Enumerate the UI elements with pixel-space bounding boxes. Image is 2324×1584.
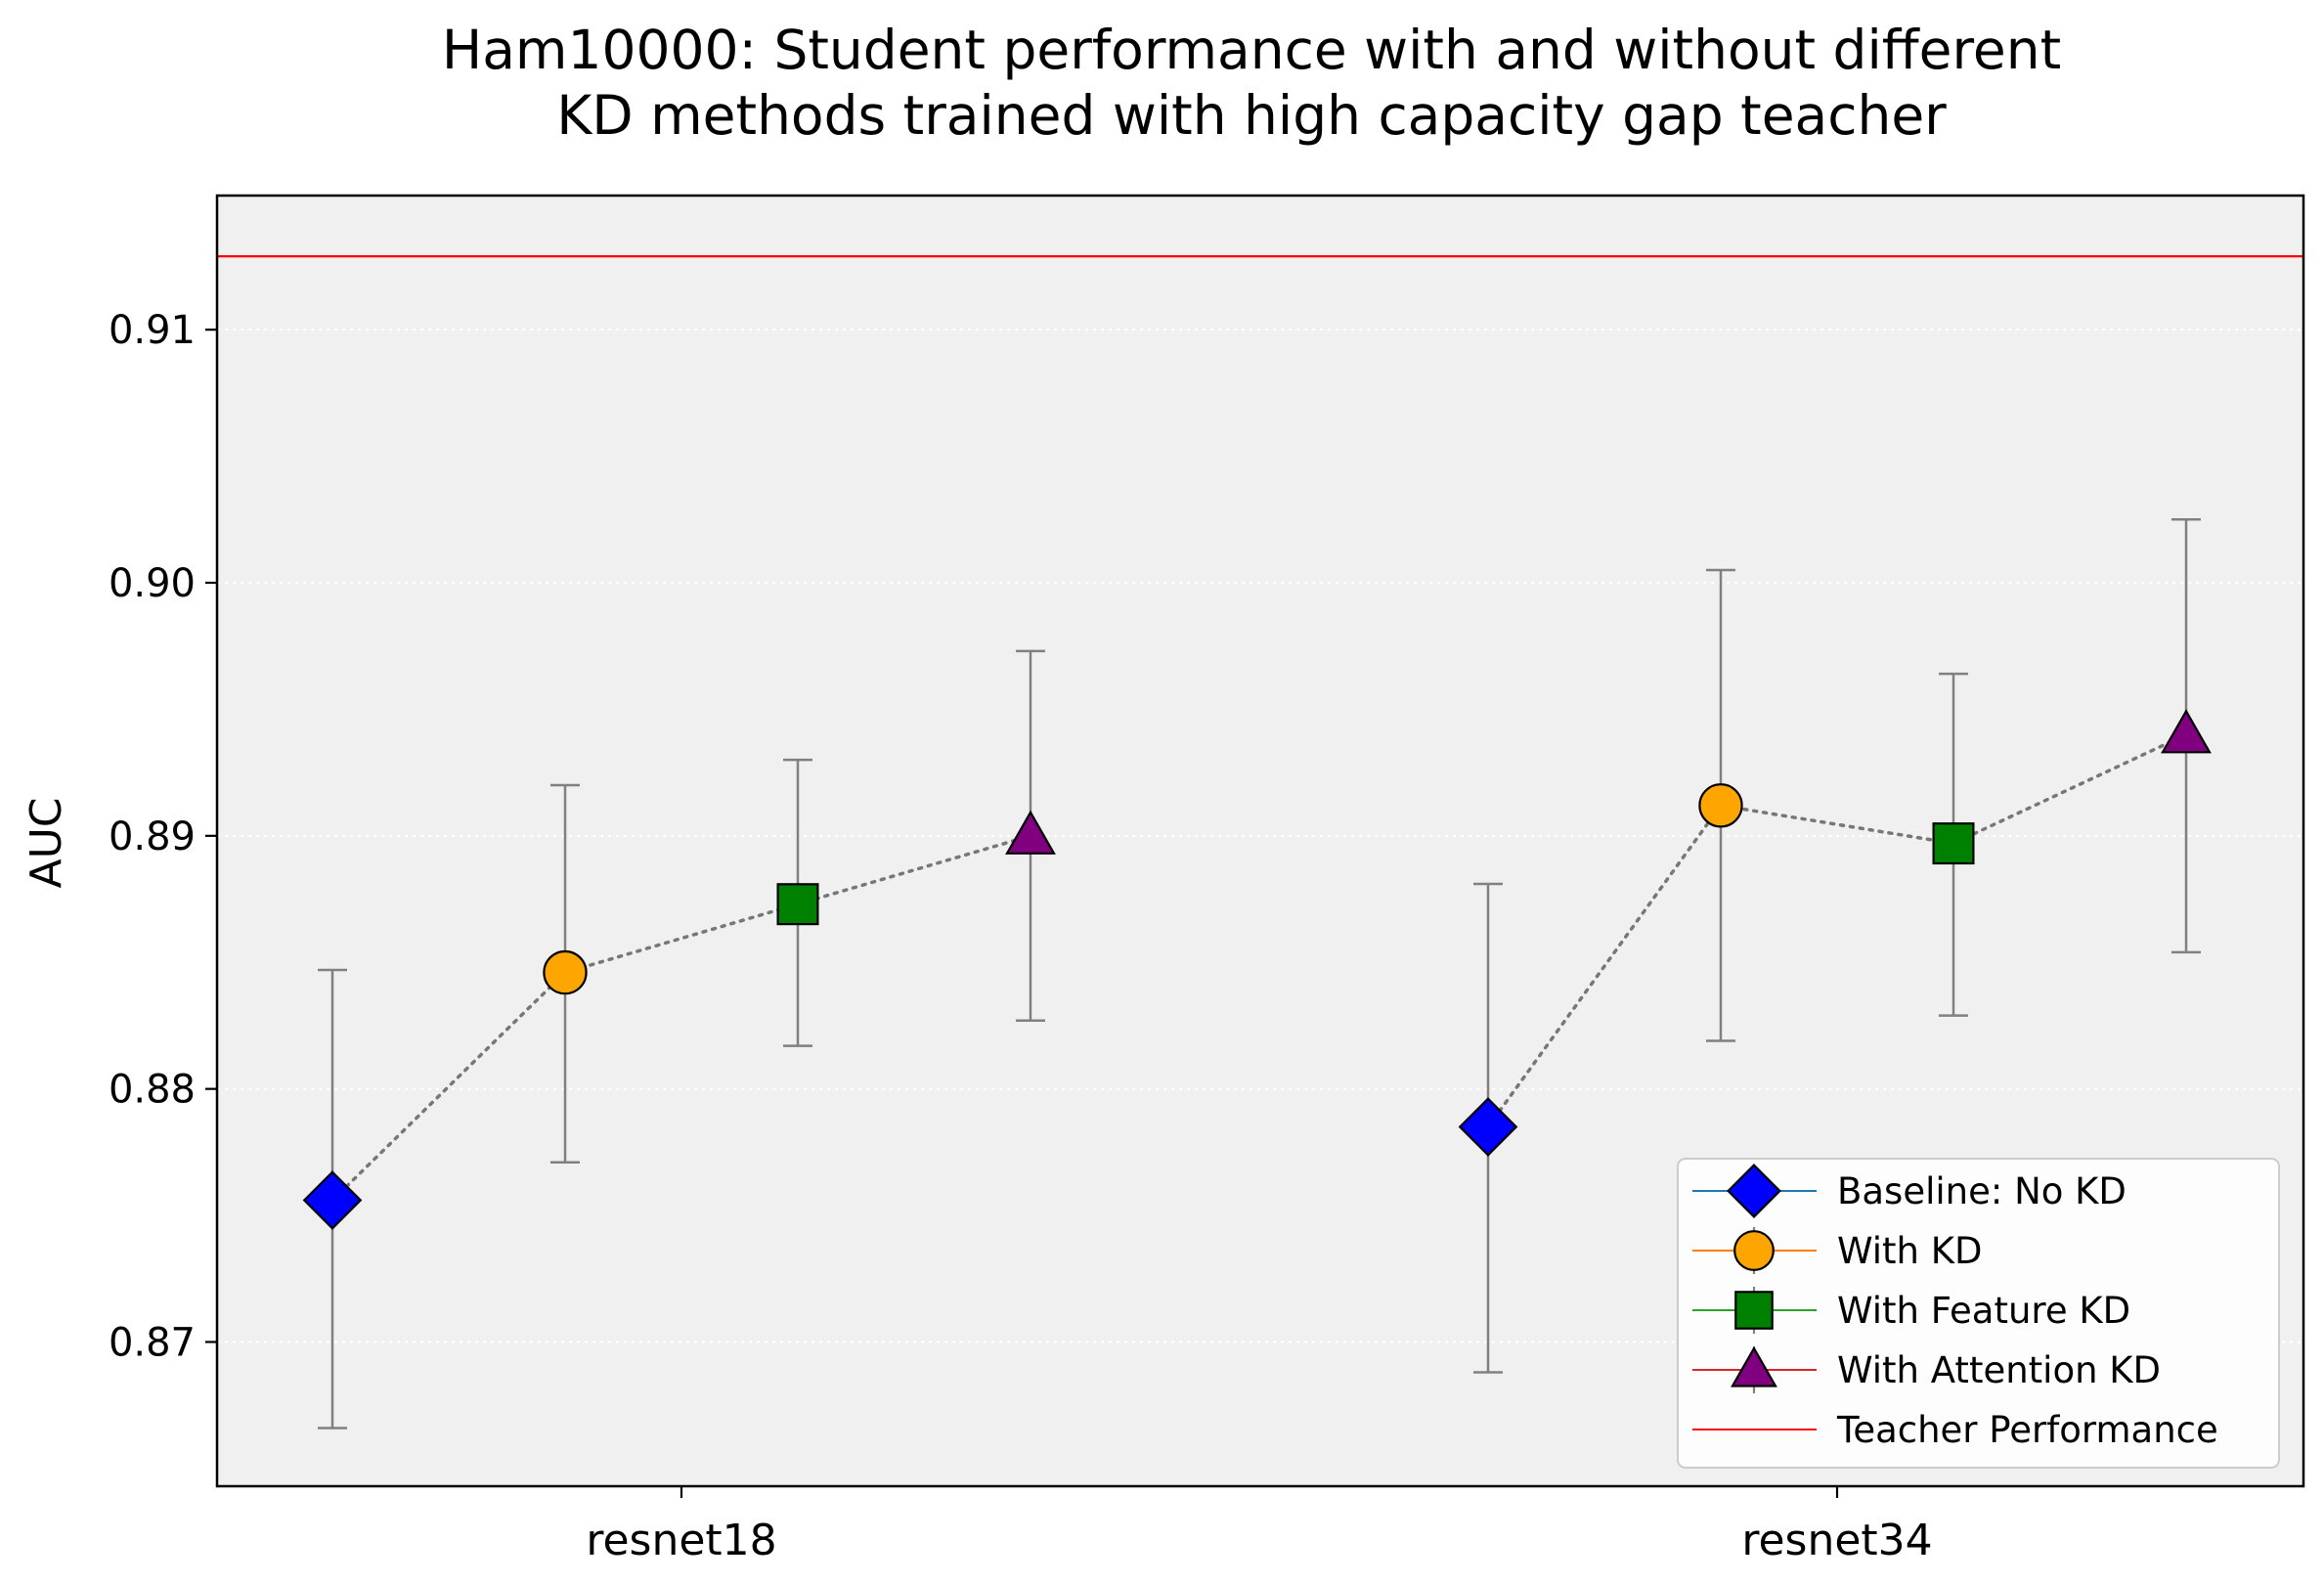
legend-label: With Attention KD: [1837, 1349, 2161, 1391]
y-tick-label-4: 0.91: [109, 308, 196, 353]
marker-triangle-resnet34: [2161, 709, 2212, 754]
legend-entry-0: Baseline: No KD: [1692, 1164, 2127, 1218]
legend-label: With Feature KD: [1837, 1290, 2130, 1332]
chart-title-line-1: Ham10000: Student performance with and w…: [442, 19, 2061, 81]
data-markers: [302, 709, 2212, 1230]
legend-entry-1: With KD: [1692, 1227, 1983, 1274]
legend-marker: [1727, 1164, 1781, 1218]
legend-label: Baseline: No KD: [1837, 1170, 2127, 1212]
legend-marker: [1734, 1291, 1774, 1330]
legend-marker: [1731, 1345, 1777, 1387]
y-axis-label: AUC: [22, 797, 71, 888]
y-tick-label-0: 0.87: [109, 1320, 196, 1365]
marker-square-resnet18: [776, 883, 819, 926]
y-tick-label-3: 0.90: [109, 561, 196, 606]
marker-diamond-resnet18: [302, 1170, 363, 1230]
legend: Baseline: No KD With KD With Feature KD Wit…: [1677, 1158, 2280, 1469]
y-tick-label-1: 0.88: [109, 1068, 196, 1113]
legend-box: [1677, 1158, 2280, 1469]
x-tick-label-1: resnet34: [1741, 1516, 1932, 1565]
y-tick-label-2: 0.89: [109, 814, 196, 859]
marker-circle-resnet18: [543, 949, 588, 995]
marker-square-resnet34: [1932, 822, 1975, 865]
marker-circle-resnet34: [1698, 783, 1743, 828]
y-axis: 0.87 0.88 0.89 0.90 0.91: [109, 308, 217, 1365]
legend-marker: [1733, 1230, 1775, 1271]
marker-triangle-resnet18: [1005, 810, 1056, 855]
connector-resnet34: [1486, 732, 2188, 1129]
marker-diamond-resnet34: [1458, 1097, 1518, 1157]
connector-lines: [330, 732, 2188, 1203]
legend-label: With KD: [1837, 1230, 1983, 1272]
legend-entry-4: Teacher Performance: [1692, 1409, 2218, 1451]
plot-frame: [215, 194, 2305, 1488]
legend-entry-2: With Feature KD: [1692, 1287, 2130, 1334]
legend-entry-3: With Attention KD: [1692, 1345, 2161, 1393]
x-tick-label-0: resnet18: [586, 1516, 776, 1565]
legend-label: Teacher Performance: [1836, 1409, 2218, 1451]
x-axis: resnet18 resnet34: [586, 1486, 1933, 1565]
chart-title-line-2: KD methods trained with high capacity ga…: [556, 84, 1947, 147]
